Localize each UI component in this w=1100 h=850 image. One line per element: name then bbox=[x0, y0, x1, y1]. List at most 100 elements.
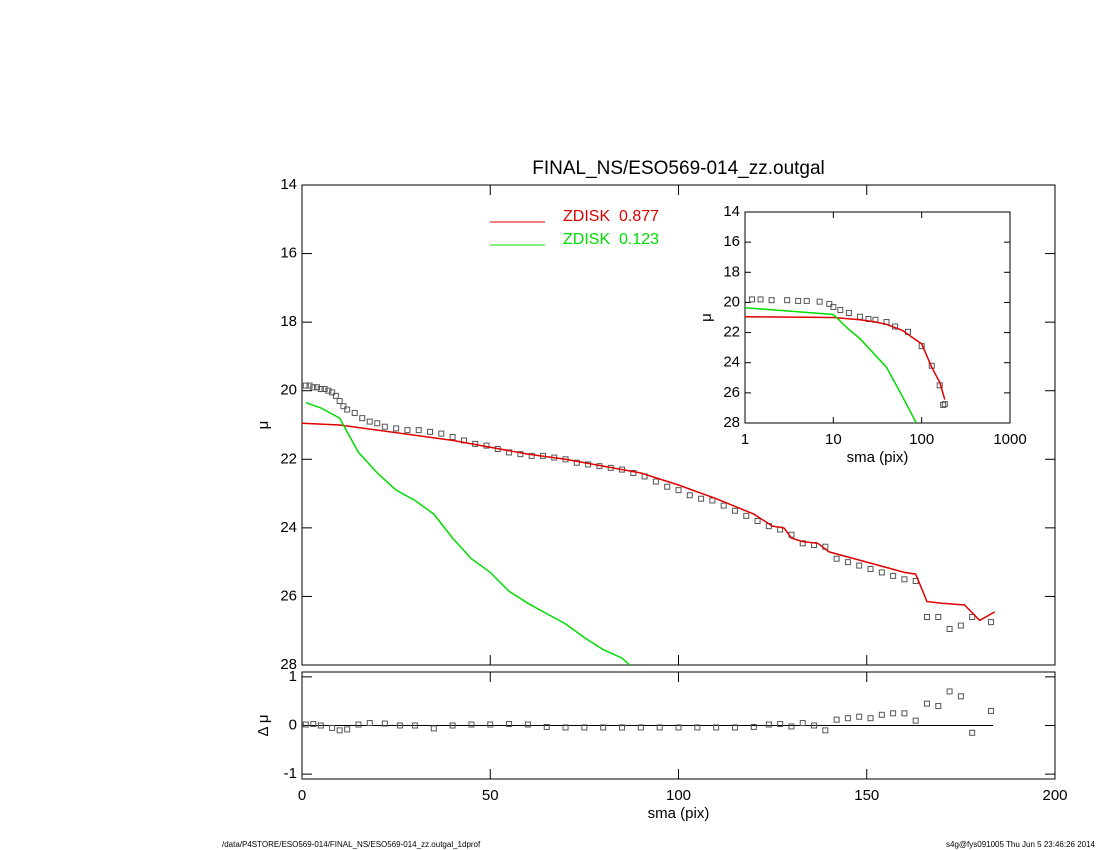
y-tick-label: 18 bbox=[280, 313, 297, 330]
data-point bbox=[987, 707, 994, 714]
data-point bbox=[878, 569, 885, 576]
data-point bbox=[890, 572, 897, 579]
data-point bbox=[803, 297, 810, 304]
data-point bbox=[830, 303, 837, 310]
y-tick-label: 14 bbox=[280, 176, 297, 193]
footer-left: /data/P4STORE/ESO569-014/FINAL_NS/ESO569… bbox=[222, 840, 481, 849]
data-point bbox=[867, 566, 874, 572]
y-tick-label: 24 bbox=[280, 519, 297, 536]
x-tick-label: 10 bbox=[825, 431, 842, 448]
data-point bbox=[664, 483, 671, 490]
data-point bbox=[845, 309, 852, 316]
data-point bbox=[826, 300, 833, 307]
data-point bbox=[743, 512, 750, 519]
data-point bbox=[517, 451, 524, 458]
data-point bbox=[396, 722, 403, 729]
x-tick-label: 150 bbox=[854, 787, 879, 804]
data-point bbox=[765, 721, 772, 728]
plot-area bbox=[302, 382, 996, 665]
y-tick-label: 18 bbox=[723, 263, 740, 280]
plot-area bbox=[302, 688, 994, 736]
data-point bbox=[957, 622, 964, 629]
data-point bbox=[833, 716, 840, 723]
data-point bbox=[784, 297, 791, 304]
data-point bbox=[562, 724, 569, 731]
data-point bbox=[816, 298, 823, 305]
y-axis-label: μ bbox=[698, 313, 715, 322]
data-point bbox=[344, 406, 351, 413]
data-point bbox=[314, 384, 321, 391]
x-tick-label: 1000 bbox=[993, 431, 1026, 448]
data-point bbox=[788, 723, 795, 730]
data-point bbox=[321, 386, 328, 392]
data-point bbox=[656, 724, 663, 731]
y-tick-label: 24 bbox=[723, 354, 740, 371]
data-point bbox=[306, 382, 313, 389]
y-tick-label: 26 bbox=[280, 587, 297, 604]
data-point bbox=[351, 410, 358, 416]
data-point bbox=[427, 428, 434, 435]
data-point bbox=[731, 724, 738, 731]
model-line bbox=[302, 422, 996, 622]
y-tick-label: 20 bbox=[280, 382, 297, 399]
y-tick-label: 20 bbox=[723, 293, 740, 310]
y-tick-label: 28 bbox=[280, 656, 297, 673]
data-point bbox=[359, 415, 366, 422]
plot-area bbox=[745, 296, 948, 423]
data-point bbox=[329, 389, 336, 396]
data-point bbox=[748, 296, 755, 303]
data-point bbox=[355, 721, 362, 728]
footer-right: s4g@fys091005 Thu Jun 5 23:46:26 2014 bbox=[946, 840, 1096, 849]
data-point bbox=[411, 722, 418, 729]
data-point bbox=[867, 715, 874, 722]
data-point bbox=[912, 717, 919, 724]
data-point bbox=[675, 487, 682, 494]
data-point bbox=[675, 724, 682, 731]
data-point bbox=[969, 729, 976, 736]
data-point bbox=[506, 449, 513, 456]
data-point bbox=[374, 420, 381, 427]
data-point bbox=[600, 724, 607, 731]
data-point bbox=[336, 727, 343, 734]
data-point bbox=[757, 296, 764, 303]
data-point bbox=[302, 721, 309, 728]
data-point bbox=[438, 430, 445, 437]
legend-label: ZDISK 0.877 bbox=[563, 208, 659, 225]
data-point bbox=[923, 614, 930, 620]
data-point bbox=[487, 721, 494, 728]
x-axis-label: sma (pix) bbox=[847, 449, 909, 466]
data-point bbox=[856, 713, 863, 720]
data-point bbox=[573, 459, 580, 466]
data-point bbox=[393, 425, 400, 432]
data-point bbox=[777, 721, 784, 728]
data-point bbox=[329, 724, 336, 731]
data-point bbox=[468, 721, 475, 728]
legend-label: ZDISK 0.123 bbox=[563, 231, 659, 248]
data-point bbox=[366, 720, 373, 727]
data-point bbox=[652, 478, 659, 485]
data-point bbox=[795, 297, 802, 304]
data-point bbox=[449, 434, 456, 440]
data-point bbox=[506, 721, 513, 728]
data-point bbox=[901, 576, 908, 583]
data-point bbox=[720, 502, 727, 509]
data-point bbox=[946, 626, 953, 632]
data-point bbox=[799, 720, 806, 727]
y-tick-label: 16 bbox=[723, 233, 740, 250]
data-point bbox=[844, 559, 851, 566]
data-point bbox=[637, 724, 644, 731]
data-point bbox=[528, 452, 535, 459]
data-point bbox=[731, 507, 738, 514]
data-point bbox=[449, 722, 456, 729]
data-point bbox=[940, 401, 947, 408]
y-tick-label: 28 bbox=[723, 414, 740, 431]
model-line bbox=[305, 401, 631, 665]
data-point bbox=[713, 724, 720, 731]
data-point bbox=[302, 382, 309, 389]
x-tick-label: 100 bbox=[909, 431, 934, 448]
data-point bbox=[890, 710, 897, 717]
data-point bbox=[325, 387, 332, 394]
data-point bbox=[957, 693, 964, 700]
data-point bbox=[941, 401, 948, 408]
